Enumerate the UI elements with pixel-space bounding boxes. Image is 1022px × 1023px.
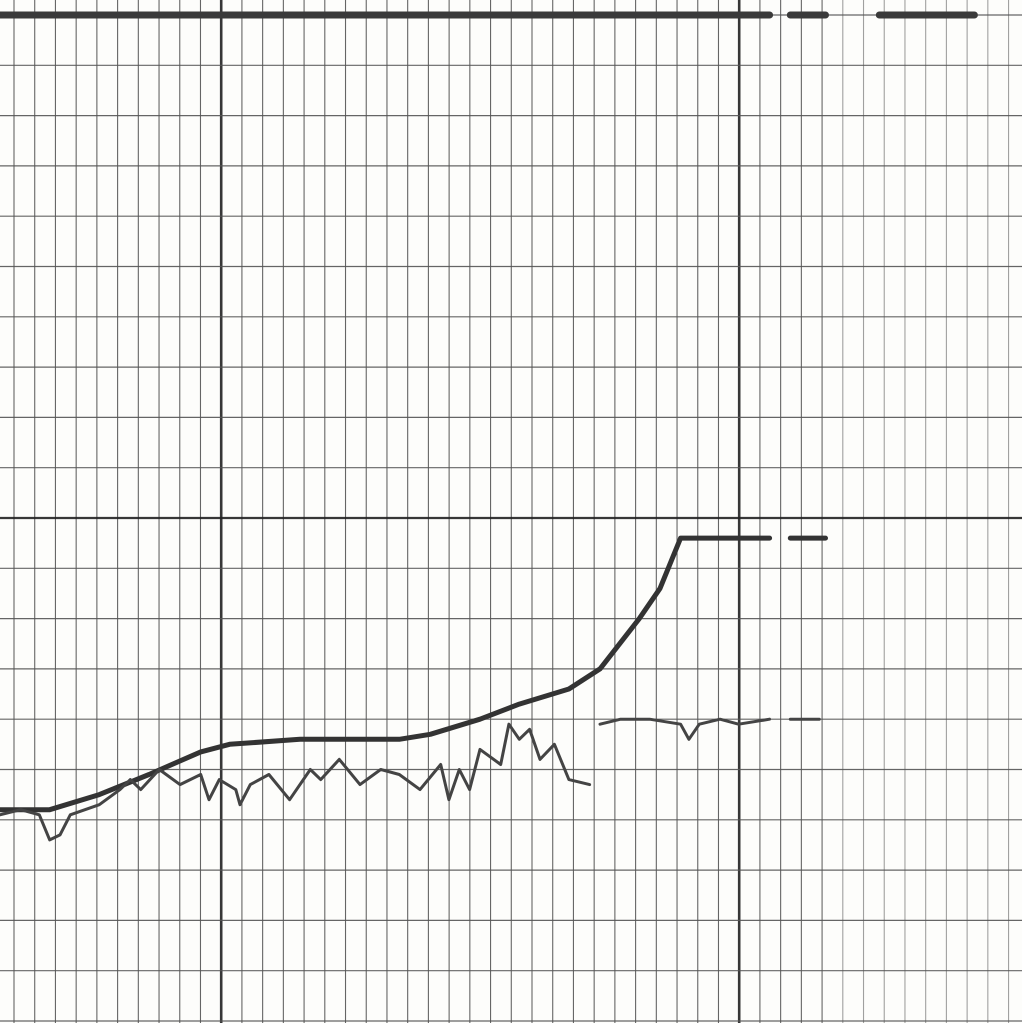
traces [0, 11, 978, 842]
trace [0, 717, 821, 842]
